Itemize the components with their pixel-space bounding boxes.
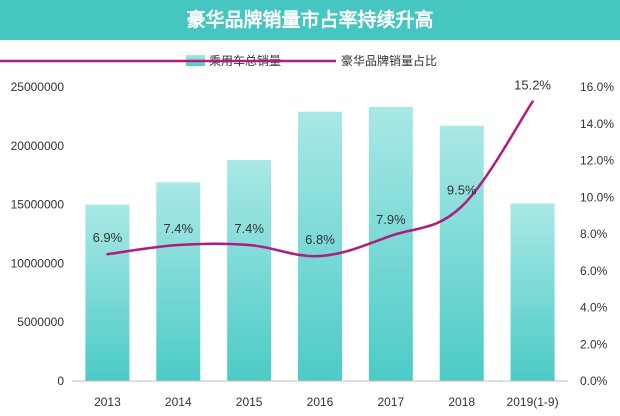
left-tick-label: 5000000 bbox=[17, 315, 64, 329]
x-tick-label: 2017 bbox=[378, 395, 405, 409]
x-tick-label: 2016 bbox=[307, 395, 334, 409]
x-axis-labels: 2013 2014 2015 2016 2017 2018 2019(1-9) bbox=[94, 395, 559, 409]
share-data-label: 6.9% bbox=[93, 230, 123, 245]
share-data-label: 7.4% bbox=[163, 221, 193, 236]
bar bbox=[156, 182, 201, 381]
right-tick-label: 14.0% bbox=[580, 117, 614, 131]
share-data-label: 6.8% bbox=[305, 232, 335, 247]
share-data-label: 7.9% bbox=[376, 212, 406, 227]
left-tick-label: 0 bbox=[57, 374, 64, 388]
right-tick-label: 16.0% bbox=[580, 80, 614, 94]
right-tick-label: 0.0% bbox=[580, 374, 608, 388]
left-tick-label: 15000000 bbox=[11, 198, 65, 212]
left-tick-label: 25000000 bbox=[11, 80, 65, 94]
bar bbox=[227, 159, 272, 381]
legend: 乘用车总销量 豪华品牌销量占比 bbox=[0, 53, 437, 68]
right-tick-label: 4.0% bbox=[580, 301, 608, 315]
bar bbox=[510, 203, 555, 381]
bar bbox=[439, 125, 484, 381]
legend-line-label: 豪华品牌销量占比 bbox=[341, 53, 437, 68]
share-data-label: 15.2% bbox=[514, 78, 551, 93]
right-tick-label: 8.0% bbox=[580, 227, 608, 241]
right-axis-ticks: 0.0% 2.0% 4.0% 6.0% 8.0% 10.0% 12.0% 14.0% 16.0% bbox=[580, 80, 614, 388]
line-data-labels: 6.9% 7.4% 7.4% 6.8% 7.9% 9.5% 15.2% bbox=[93, 78, 552, 247]
bar bbox=[85, 204, 130, 381]
x-tick-label: 2014 bbox=[165, 395, 192, 409]
share-line bbox=[106, 100, 534, 258]
left-axis-ticks: 0 5000000 10000000 15000000 20000000 25000000 bbox=[11, 80, 65, 388]
chart-title: 豪华品牌销量市占率持续升高 bbox=[0, 0, 620, 40]
x-tick-label: 2018 bbox=[448, 395, 475, 409]
right-tick-label: 2.0% bbox=[580, 337, 608, 351]
bar-series bbox=[85, 106, 555, 382]
left-tick-label: 20000000 bbox=[11, 139, 65, 153]
x-tick-label: 2013 bbox=[94, 395, 121, 409]
right-tick-label: 12.0% bbox=[580, 154, 614, 168]
right-tick-label: 6.0% bbox=[580, 264, 608, 278]
bar bbox=[368, 106, 413, 381]
x-tick-label: 2015 bbox=[236, 395, 263, 409]
left-tick-label: 10000000 bbox=[11, 256, 65, 270]
bar bbox=[298, 111, 342, 382]
right-tick-label: 10.0% bbox=[580, 190, 614, 204]
share-data-label: 7.4% bbox=[234, 221, 264, 236]
x-tick-label: 2019(1-9) bbox=[507, 395, 559, 409]
share-data-label: 9.5% bbox=[447, 182, 477, 197]
